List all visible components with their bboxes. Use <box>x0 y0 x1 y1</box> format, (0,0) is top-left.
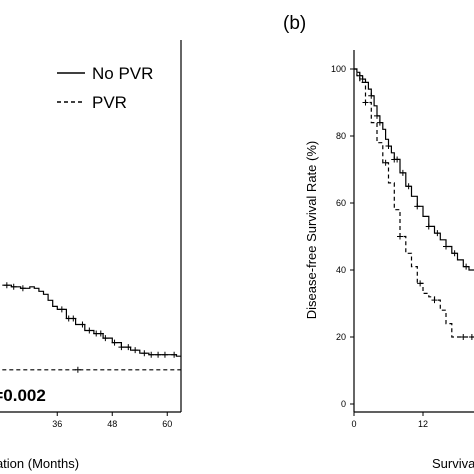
panel-b-x-tick-label: 0 <box>351 419 356 429</box>
panel-a-no-pvr-censor-mark <box>10 283 17 290</box>
panel-a-no-pvr-censor-mark <box>79 321 86 328</box>
panel-a-no-pvr-censor-mark <box>155 351 162 358</box>
panel-a-no-pvr-censor-mark <box>58 306 65 313</box>
panel-b-y-tick-label: 0 <box>341 399 346 409</box>
panel-b-pvr-censor-mark <box>362 99 369 106</box>
panel-a-no-pvr-curve <box>2 284 181 357</box>
panel-a-no-pvr-censor-mark <box>148 351 155 358</box>
panel-a-x-tick-label: 36 <box>52 419 62 429</box>
panel-b-no-pvr-censor-mark <box>434 230 441 237</box>
panel-a-no-pvr-censor-mark <box>132 347 139 354</box>
panel-a-no-pvr-censor-mark <box>102 335 109 342</box>
panel-a-no-pvr-censor-mark <box>141 350 148 357</box>
panel-a-no-pvr-censor-mark <box>118 344 125 351</box>
panel-b-pvr-censor-mark <box>431 297 438 304</box>
panel-b-no-pvr-censor-mark <box>359 76 366 83</box>
panel-a-no-pvr-censor-mark <box>70 315 77 322</box>
panel-b-no-pvr-censor-mark <box>425 223 432 230</box>
panel-a-pvr-censor-mark <box>74 366 81 373</box>
panel-b-no-pvr-censor-mark <box>368 92 375 99</box>
panel-b-y-tick-label: 20 <box>336 332 346 342</box>
panel-a-no-pvr-censor-mark <box>171 351 178 358</box>
panel-b-pvr-curve <box>354 68 474 338</box>
panel-a-no-pvr-censor-mark <box>161 351 168 358</box>
panel-a-marks <box>2 282 181 373</box>
panel-a-no-pvr-censor-mark <box>125 344 132 351</box>
panel-b-ticks: 0 20 40 60 80 100 0 12 <box>331 64 428 429</box>
panel-b-label: (b) <box>283 13 306 34</box>
panel-a-x-axis-title: Duration (Months) <box>0 456 79 471</box>
panel-a-no-pvr-censor-mark <box>19 285 26 292</box>
panel-b-no-pvr-censor-mark <box>399 169 406 176</box>
panel-b-pvr-censor-mark <box>417 280 424 287</box>
panel-b-no-pvr-censor-mark <box>414 203 421 210</box>
panel-b-y-tick-label: 100 <box>331 64 346 74</box>
panel-b-no-pvr-censor-mark <box>394 156 401 163</box>
panel-b-y-tick-label: 60 <box>336 198 346 208</box>
p-value-annotation: P=0.002 <box>0 386 46 405</box>
panel-b-pvr-censor-mark <box>468 334 474 340</box>
panel-b-x-axis-title: Survival <box>432 456 474 471</box>
panel-a: 36 48 60 No PVR PVR P=0.002 Duration (Mont… <box>0 40 182 471</box>
panel-b-marks <box>354 68 474 340</box>
panel-b: (b) 0 20 40 60 80 100 0 12 Disease-free Surviva… <box>283 13 474 471</box>
panel-b-no-pvr-censor-mark <box>405 183 412 190</box>
panel-a-x-tick-label: 60 <box>162 419 172 429</box>
panel-a-no-pvr-censor-mark <box>111 339 118 346</box>
panel-b-no-pvr-censor-mark <box>376 119 383 126</box>
panel-a-x-tick-label: 48 <box>107 419 117 429</box>
panel-b-no-pvr-censor-mark <box>374 112 380 119</box>
panel-a-no-pvr-censor-mark <box>86 327 93 334</box>
panel-b-no-pvr-censor-mark <box>463 263 470 270</box>
panel-b-no-pvr-censor-mark <box>451 250 458 257</box>
panel-a-no-pvr-censor-mark <box>3 282 10 289</box>
panel-b-y-tick-label: 40 <box>336 265 346 275</box>
legend-no-pvr-label: No PVR <box>92 64 153 83</box>
panel-b-y-axis-title: Disease-free Survival Rate (%) <box>304 141 319 319</box>
panel-b-pvr-censor-mark <box>397 233 403 240</box>
panel-b-x-tick-label: 12 <box>418 419 428 429</box>
panel-b-no-pvr-censor-mark <box>443 243 449 250</box>
panel-a-no-pvr-censor-mark <box>97 330 104 337</box>
panel-b-no-pvr-curve <box>354 68 474 271</box>
panel-b-pvr-censor-mark <box>382 159 389 166</box>
panel-b-pvr-censor-mark <box>460 334 467 340</box>
legend-pvr-label: PVR <box>92 93 127 112</box>
panel-a-x-ticks: 36 48 60 <box>52 412 172 429</box>
panel-b-y-tick-label: 80 <box>336 131 346 141</box>
panel-b-no-pvr-censor-mark <box>385 143 392 150</box>
